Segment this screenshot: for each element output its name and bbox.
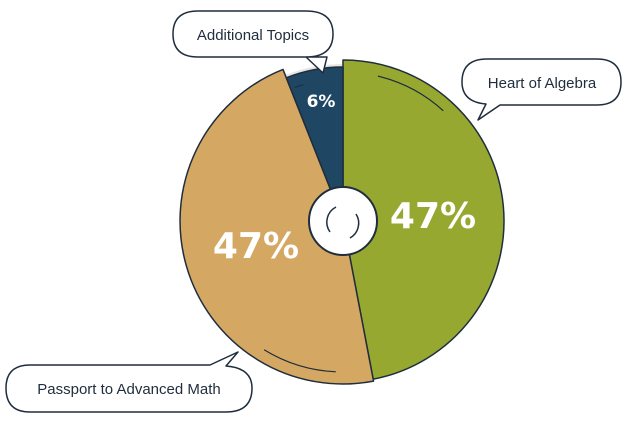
center-arc-decoration (326, 206, 337, 233)
slice-value-label-additional-topics: 6% (307, 92, 336, 112)
pie-slice-heart-of-algebra (342, 59, 505, 380)
pie-slice-additional-topics (285, 66, 344, 222)
callout-label: Passport to Advanced Math (37, 381, 220, 398)
callout-additional-topics: Additional Topics (172, 10, 334, 74)
slice-value-label-passport-to-advanced-math: 47% (213, 226, 299, 267)
callout-heart-of-algebra: Heart of Algebra (461, 58, 622, 121)
slice-rim-decoration (263, 349, 336, 373)
slice-value-label-heart-of-algebra: 47% (390, 196, 476, 237)
center-arc-decoration (349, 213, 360, 239)
callout-passport-to-advanced-math: Passport to Advanced Math (5, 351, 253, 413)
pie-slices (179, 59, 505, 385)
callout-label: Additional Topics (197, 27, 309, 44)
pie-center-hole (308, 186, 378, 256)
slice-rim-decoration (377, 75, 444, 112)
pie-slice-passport-to-advanced-math (179, 68, 375, 385)
slice-rim-decoration (294, 84, 304, 89)
callout-label: Heart of Algebra (488, 75, 597, 92)
